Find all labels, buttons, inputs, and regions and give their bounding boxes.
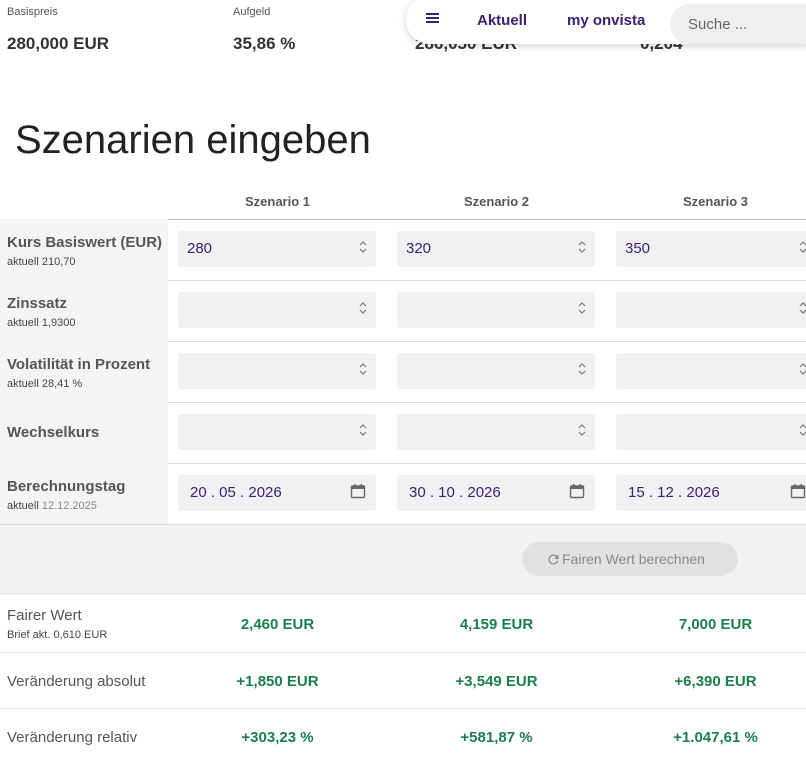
number-input[interactable]: [616, 353, 806, 389]
row-label: Kurs Basiswert (EUR): [7, 234, 163, 251]
result-row: Veränderung absolut +1,850 EUR +3,549 EUR +…: [0, 652, 806, 709]
spinner-icon[interactable]: [577, 416, 587, 452]
result-value: 7,000 EUR: [678, 616, 753, 633]
input-row: Wechselkurs: [0, 402, 806, 464]
search-placeholder: Suche ...: [688, 16, 748, 33]
number-input[interactable]: 350: [616, 231, 806, 267]
number-input[interactable]: [616, 292, 806, 328]
search-box[interactable]: Suche ...: [670, 4, 806, 44]
spinner-icon[interactable]: [798, 416, 806, 452]
input-value: 350: [625, 240, 651, 257]
number-input[interactable]: [178, 353, 376, 389]
row-label: Volatilität in Prozent: [7, 356, 151, 373]
result-value: +3,549 EUR: [455, 673, 538, 690]
spinner-icon[interactable]: [798, 233, 806, 269]
heading: Szenarien eingeben: [15, 118, 371, 162]
scenario-header: Szenario 3: [682, 194, 749, 209]
input-value: 15 . 12 . 2026: [628, 484, 720, 501]
input-row: Berechnungstag aktuell 12.12.2025 20 . 05 …: [0, 463, 806, 525]
row-label-cell: Volatilität in Prozent aktuell 28,41 %: [0, 341, 168, 402]
result-value: +6,390 EUR: [674, 673, 757, 690]
date-input[interactable]: 20 . 05 . 2026: [178, 475, 376, 511]
number-input[interactable]: [397, 292, 595, 328]
result-value: +1.047,61 %: [673, 729, 758, 746]
row-sub: aktuell 28,41 %: [7, 378, 83, 390]
input-value: 30 . 10 . 2026: [409, 484, 501, 501]
spinner-icon[interactable]: [358, 416, 368, 452]
summary-value: 35,86 %: [233, 34, 296, 53]
spinner-icon[interactable]: [577, 294, 587, 330]
result-value: +581,87 %: [460, 729, 533, 746]
menu-icon[interactable]: [426, 12, 440, 24]
row-label-cell: Kurs Basiswert (EUR) aktuell 210,70: [0, 219, 168, 280]
row-sub: aktuell 1,9300: [7, 317, 76, 329]
calc-button[interactable]: Fairen Wert berechnen: [522, 542, 738, 576]
number-input[interactable]: [397, 353, 595, 389]
input-row: Kurs Basiswert (EUR) aktuell 210,70 280 320…: [0, 219, 806, 281]
number-input[interactable]: 280: [178, 231, 376, 267]
row-label-cell: Wechselkurs: [0, 402, 168, 463]
date-input[interactable]: 15 . 12 . 2026: [616, 475, 806, 511]
input-row: Zinssatz aktuell 1,9300: [0, 280, 806, 342]
table-header: Szenario 1 Szenario 2 Szenario 3: [0, 185, 806, 220]
scenario-header: Szenario 2: [463, 194, 530, 209]
number-input[interactable]: [397, 414, 595, 450]
result-label: Veränderung relativ: [7, 729, 138, 746]
calendar-icon[interactable]: [350, 477, 366, 513]
spinner-icon[interactable]: [358, 233, 368, 269]
input-value: 320: [406, 240, 432, 257]
nav-link[interactable]: Aktuell: [477, 12, 528, 29]
row-label: Wechselkurs: [7, 424, 100, 441]
refresh-icon: [548, 554, 559, 565]
row-label-cell: Zinssatz aktuell 1,9300: [0, 280, 168, 341]
button-area: Fairen Wert berechnen: [0, 524, 806, 594]
summary-value: 280,000 EUR: [7, 34, 110, 53]
input-value: 20 . 05 . 2026: [190, 484, 282, 501]
summary-label: Basispreis: [7, 6, 58, 18]
result-row: Fairer Wert Brief akt. 0,610 EUR 2,460 EUR…: [0, 593, 806, 653]
number-input[interactable]: [616, 414, 806, 450]
calendar-icon[interactable]: [569, 477, 585, 513]
sub-date: 12.12.2025: [41, 500, 97, 512]
summary-label: Aufgeld: [233, 6, 271, 18]
spinner-icon[interactable]: [358, 294, 368, 330]
date-input[interactable]: 30 . 10 . 2026: [397, 475, 595, 511]
input-row: Volatilität in Prozent aktuell 28,41 %: [0, 341, 806, 403]
number-input[interactable]: [178, 292, 376, 328]
number-input[interactable]: 320: [397, 231, 595, 267]
nav-link[interactable]: my onvista: [567, 12, 646, 29]
number-input[interactable]: [178, 414, 376, 450]
result-value: 2,460 EUR: [240, 616, 315, 633]
calendar-icon[interactable]: [790, 477, 806, 513]
row-label: Zinssatz: [7, 295, 68, 312]
result-value: +303,23 %: [241, 729, 314, 746]
result-label: Veränderung absolut: [7, 673, 146, 690]
scenario-header: Szenario 1: [244, 194, 311, 209]
spinner-icon[interactable]: [358, 355, 368, 391]
row-label-cell: Berechnungstag aktuell 12.12.2025: [0, 463, 168, 524]
result-row: Veränderung relativ +303,23 % +581,87 % +1.…: [0, 708, 806, 758]
spinner-icon[interactable]: [798, 294, 806, 330]
button-label: Fairen Wert berechnen: [562, 551, 705, 567]
result-value: +1,850 EUR: [236, 673, 319, 690]
row-sub: aktuell 210,70: [7, 256, 76, 268]
result-value: 4,159 EUR: [459, 616, 534, 633]
spinner-icon[interactable]: [577, 355, 587, 391]
nav-bar: Aktuell my onvista Suche ...: [406, 0, 806, 44]
row-sub: aktuell 12.12.2025: [7, 500, 97, 512]
spinner-icon[interactable]: [577, 233, 587, 269]
input-value: 280: [187, 240, 213, 257]
result-label: Fairer Wert: [7, 607, 82, 624]
spinner-icon[interactable]: [798, 355, 806, 391]
result-sub: Brief akt. 0,610 EUR: [7, 629, 108, 641]
row-label: Berechnungstag: [7, 478, 126, 495]
